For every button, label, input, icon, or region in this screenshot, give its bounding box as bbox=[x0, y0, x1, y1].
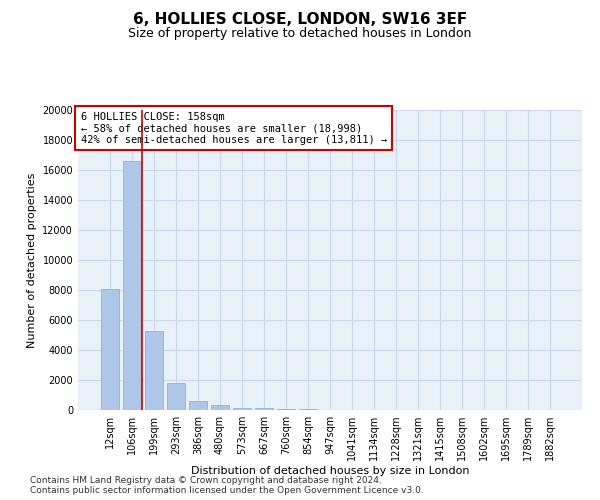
Bar bbox=[167, 383, 185, 410]
X-axis label: Distribution of detached houses by size in London: Distribution of detached houses by size … bbox=[191, 466, 469, 476]
Text: 6 HOLLIES CLOSE: 158sqm
← 58% of detached houses are smaller (18,998)
42% of sem: 6 HOLLIES CLOSE: 158sqm ← 58% of detache… bbox=[80, 112, 387, 144]
Bar bbox=[123, 161, 140, 410]
Text: Contains HM Land Registry data © Crown copyright and database right 2024.
Contai: Contains HM Land Registry data © Crown c… bbox=[30, 476, 424, 495]
Bar bbox=[101, 289, 119, 410]
Bar bbox=[145, 330, 163, 410]
Text: 6, HOLLIES CLOSE, LONDON, SW16 3EF: 6, HOLLIES CLOSE, LONDON, SW16 3EF bbox=[133, 12, 467, 28]
Bar bbox=[233, 408, 251, 410]
Bar bbox=[255, 408, 273, 410]
Y-axis label: Number of detached properties: Number of detached properties bbox=[27, 172, 37, 348]
Bar bbox=[211, 405, 229, 410]
Bar bbox=[277, 409, 295, 410]
Text: Size of property relative to detached houses in London: Size of property relative to detached ho… bbox=[128, 28, 472, 40]
Bar bbox=[189, 400, 206, 410]
